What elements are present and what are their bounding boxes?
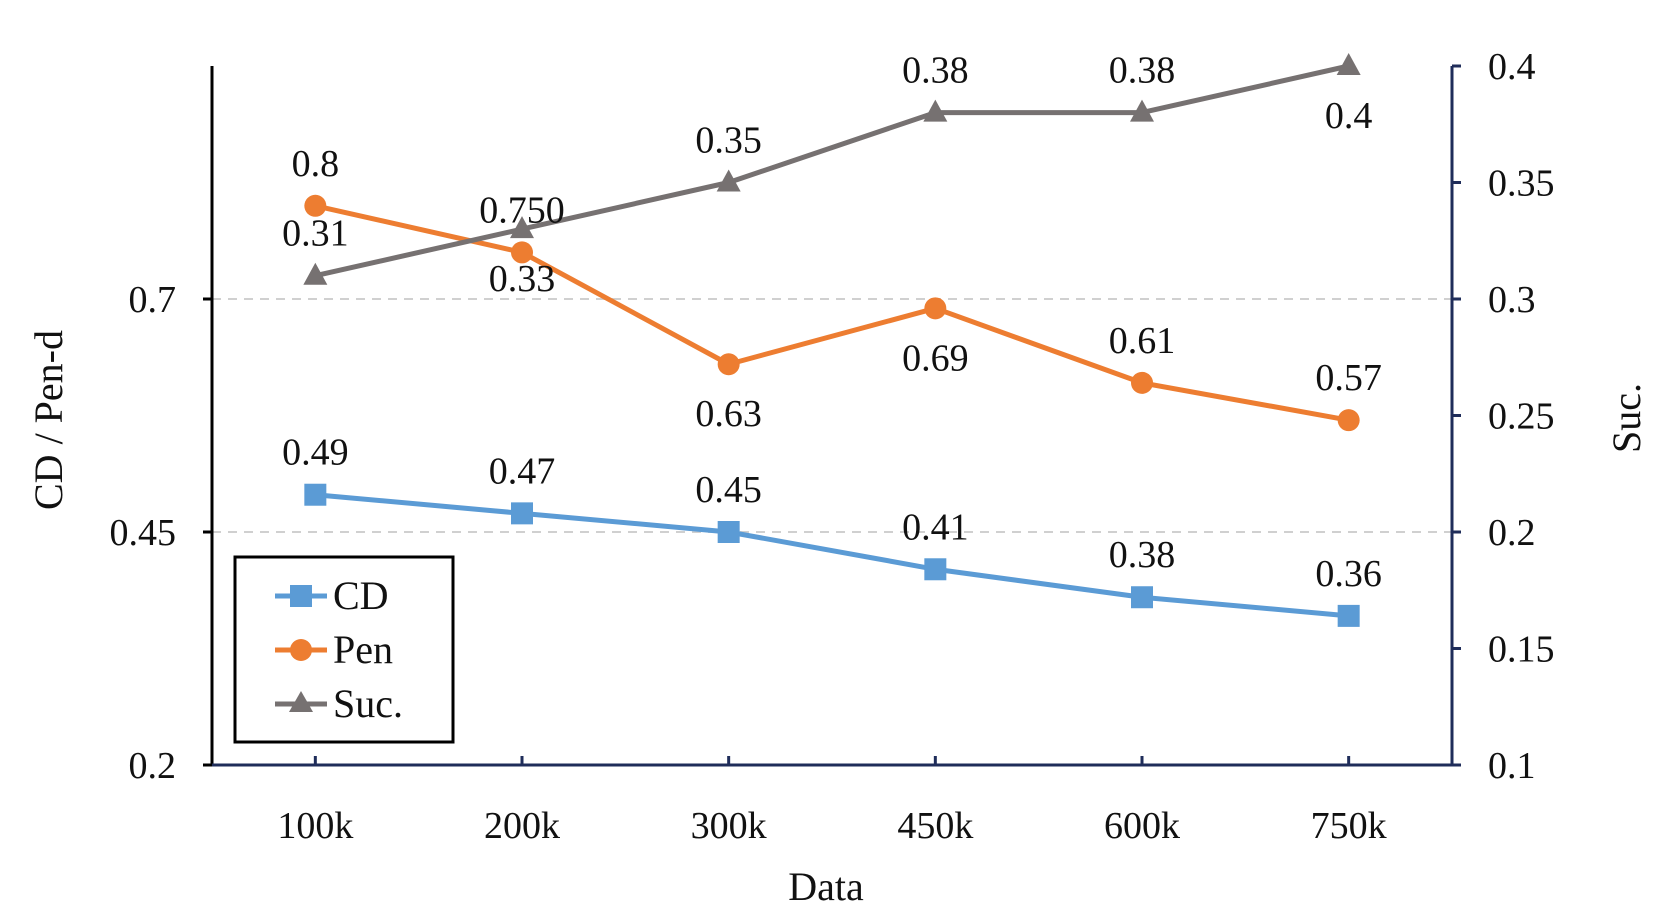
data-point-cd [1337,604,1360,627]
legend-pen-marker [290,639,312,661]
left-axis-title: CD / Pen-d [26,330,71,510]
data-label-suc: 0.31 [282,213,349,255]
legend-pen-label: Pen [333,627,393,672]
data-label-pen: 0.8 [292,143,340,185]
data-point-suc [1130,99,1154,122]
data-point-cd [924,558,947,581]
data-label-suc: 0.38 [902,50,969,92]
data-point-pen [1131,371,1153,394]
data-point-pen [717,353,740,376]
x-axis-title: Data [788,864,864,909]
data-label-suc: 0.35 [695,120,762,162]
data-point-cd [717,521,740,543]
legend-suc-label: Suc. [333,681,403,726]
left-tick-label: 0.7 [129,279,177,321]
data-point-cd [1131,586,1153,609]
data-point-pen [304,194,327,217]
right-axis-title: Suc. [1604,383,1649,453]
x-tick-label: 300k [691,805,767,847]
right-tick-label: 0.2 [1488,512,1536,554]
data-point-pen [511,241,533,264]
right-tick-label: 0.1 [1488,745,1536,787]
series-line-cd [315,492,1349,619]
data-label-cd: 0.49 [282,432,349,474]
data-point-suc [716,169,741,192]
x-tick-label: 600k [1104,805,1180,847]
data-label-cd: 0.41 [902,506,969,548]
data-labels: 0.49 0.47 0.45 0.41 0.38 0.36 0.8 0.750 0.63 0.69… [282,50,1382,595]
x-tick-label: 200k [484,805,560,847]
data-label-cd: 0.45 [695,469,762,511]
left-tick-label: 0.2 [129,745,177,787]
data-point-suc [303,262,328,285]
data-point-cd [511,502,533,525]
left-tick-label: 0.45 [110,512,177,554]
data-label-suc: 0.33 [489,258,556,300]
data-label-pen: 0.69 [902,337,969,379]
right-tick-label: 0.4 [1488,46,1536,88]
data-label-suc: 0.4 [1325,95,1373,137]
data-label-pen: 0.63 [695,393,762,435]
data-label-pen: 0.750 [479,189,565,231]
legend-box [233,555,455,744]
x-tick-label: 750k [1311,805,1387,847]
tick-labels: 0.2 0.45 0.7 0.1 0.15 0.2 0.25 0.3 0.35 0.4 100k 20… [110,46,1555,847]
legend-suc-marker [289,691,313,712]
data-label-cd: 0.38 [1109,534,1176,576]
legend-item-pen: Pen [275,627,393,672]
data-point-suc [510,216,534,239]
right-tick-label: 0.3 [1488,279,1536,321]
right-tick-label: 0.15 [1488,629,1555,671]
data-label-cd: 0.36 [1315,553,1382,595]
data-point-cd [304,483,327,506]
x-tick-label: 100k [277,805,353,847]
data-label-cd: 0.47 [489,450,556,492]
legend: CD Pen Suc. [233,555,455,744]
legend-item-suc: Suc. [275,681,403,726]
right-tick-label: 0.25 [1488,396,1555,438]
series-line-pen [314,203,1350,423]
series [303,53,1361,627]
data-label-suc: 0.38 [1109,50,1176,92]
data-label-pen: 0.57 [1315,357,1382,399]
data-point-pen [924,297,947,320]
legend-cd-label: CD [333,573,389,618]
legend-item-cd: CD [275,573,389,618]
data-label-pen: 0.61 [1109,320,1176,362]
data-point-pen [1337,409,1360,432]
right-tick-label: 0.35 [1488,163,1555,205]
x-tick-label: 450k [897,805,973,847]
legend-cd-marker [290,585,312,607]
series-line-suc [314,63,1350,279]
data-point-suc [1336,53,1361,75]
data-point-suc [923,99,948,122]
